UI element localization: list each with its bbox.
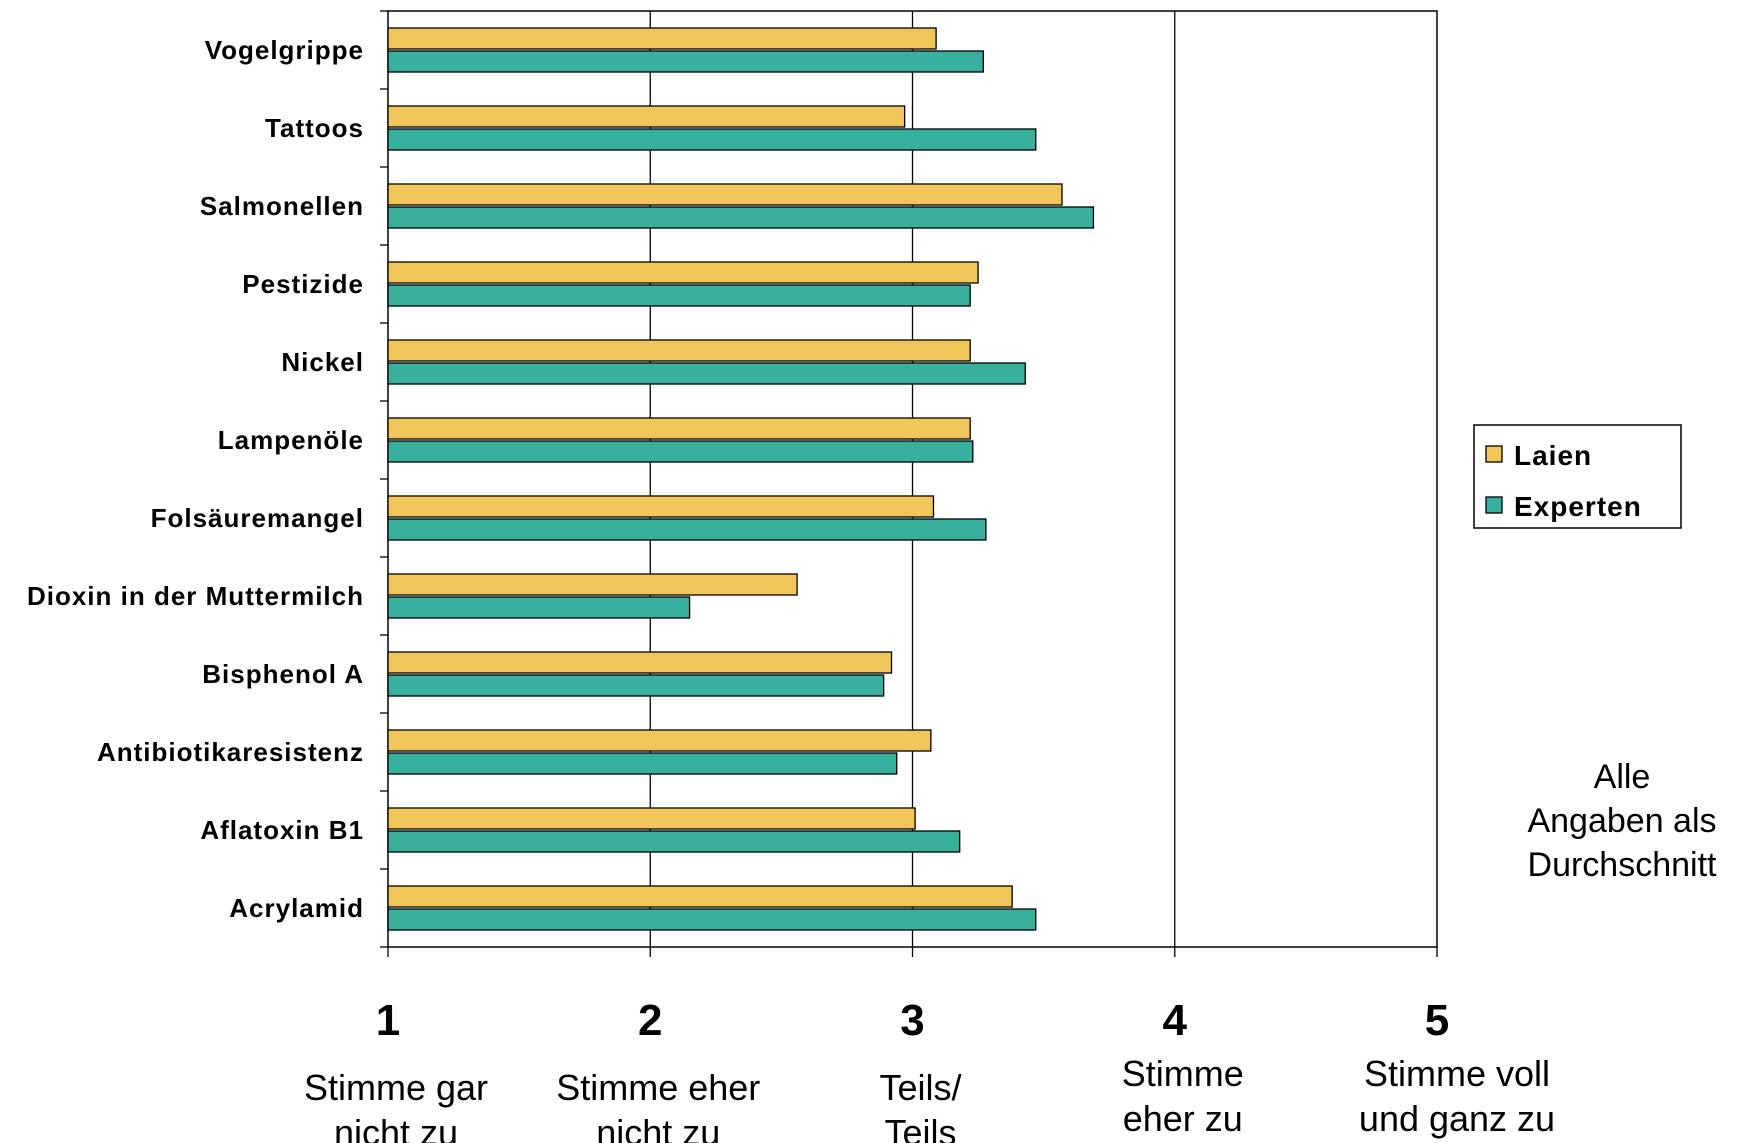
note-line-3: Durchschnitt xyxy=(1528,846,1718,884)
x-tick-desc-5: und ganz zu xyxy=(1359,1098,1555,1139)
legend-swatch-experten xyxy=(1485,496,1503,514)
bar-laien-1 xyxy=(387,105,906,128)
bar-laien-3 xyxy=(387,261,979,284)
x-tick-labels: 1 Stimme gar nicht zu 2 Stimme eher nicht zu 3… xyxy=(304,996,1555,1143)
y-axis xyxy=(380,10,388,948)
category-label: Salmonellen xyxy=(200,191,364,221)
legend-box xyxy=(1473,424,1682,529)
x-tick-label-3: 3 xyxy=(900,996,924,1045)
bar-laien-7 xyxy=(387,573,798,596)
x-tick-desc-3: Teils xyxy=(884,1112,956,1143)
category-label: Lampenöle xyxy=(218,425,364,455)
category-label: Dioxin in der Muttermilch xyxy=(27,581,364,611)
bar-laien-0 xyxy=(387,27,937,50)
bar-experten-3 xyxy=(387,284,971,307)
bar-experten-9 xyxy=(387,752,898,775)
bar-laien-8 xyxy=(387,651,893,674)
legend-label-laien: Laien xyxy=(1514,440,1592,471)
legend-label-experten: Experten xyxy=(1514,491,1642,522)
x-tick-desc-4: eher zu xyxy=(1123,1098,1243,1139)
x-tick-desc-5: Stimme voll xyxy=(1364,1053,1550,1094)
bar-experten-8 xyxy=(387,674,885,697)
gridlines xyxy=(649,11,1176,947)
bar-laien-11 xyxy=(387,885,1013,908)
bar-experten-7 xyxy=(387,596,691,619)
category-label: Bisphenol A xyxy=(202,659,364,689)
category-label: Vogelgrippe xyxy=(205,35,364,65)
x-tick-label-5: 5 xyxy=(1425,996,1449,1045)
x-tick-desc-1: nicht zu xyxy=(334,1112,458,1143)
note-line-1: Alle xyxy=(1594,758,1651,796)
bar-laien-4 xyxy=(387,339,971,362)
bar-experten-11 xyxy=(387,908,1037,931)
x-tick-desc-2: nicht zu xyxy=(596,1112,720,1143)
bar-laien-6 xyxy=(387,495,935,518)
bar-experten-0 xyxy=(387,50,984,73)
bar-laien-2 xyxy=(387,183,1063,206)
bars xyxy=(387,27,1095,931)
legend: Laien Experten xyxy=(1473,424,1682,529)
category-label: Antibiotikaresistenz xyxy=(97,737,364,767)
category-label: Tattoos xyxy=(265,113,364,143)
x-tick-desc-2: Stimme eher xyxy=(556,1067,760,1108)
x-tick-desc-4: Stimme xyxy=(1122,1053,1244,1094)
category-label: Nickel xyxy=(281,347,364,377)
bar-experten-1 xyxy=(387,128,1037,151)
legend-swatch-laien xyxy=(1485,445,1503,463)
category-label: Folsäuremangel xyxy=(151,503,364,533)
x-tick-desc-3: Teils/ xyxy=(879,1067,961,1108)
x-tick-label-1: 1 xyxy=(376,996,400,1045)
category-label: Pestizide xyxy=(242,269,364,299)
bar-laien-9 xyxy=(387,729,932,752)
average-note: Alle Angaben als Durchschnitt xyxy=(1527,758,1717,884)
x-tick-label-2: 2 xyxy=(638,996,662,1045)
bar-experten-2 xyxy=(387,206,1095,229)
note-line-2: Angaben als xyxy=(1527,802,1716,840)
bar-laien-10 xyxy=(387,807,916,830)
category-labels: Vogelgrippe Tattoos Salmonellen Pestizide Ni… xyxy=(27,35,364,923)
x-tick-label-4: 4 xyxy=(1163,996,1188,1045)
bar-laien-5 xyxy=(387,417,971,440)
bar-experten-4 xyxy=(387,362,1026,385)
x-axis xyxy=(387,947,1438,957)
category-label: Aflatoxin B1 xyxy=(200,815,364,845)
bar-experten-10 xyxy=(387,830,961,853)
category-label: Acrylamid xyxy=(229,893,364,923)
bar-experten-5 xyxy=(387,440,974,463)
x-tick-desc-1: Stimme gar xyxy=(304,1067,488,1108)
bar-experten-6 xyxy=(387,518,987,541)
